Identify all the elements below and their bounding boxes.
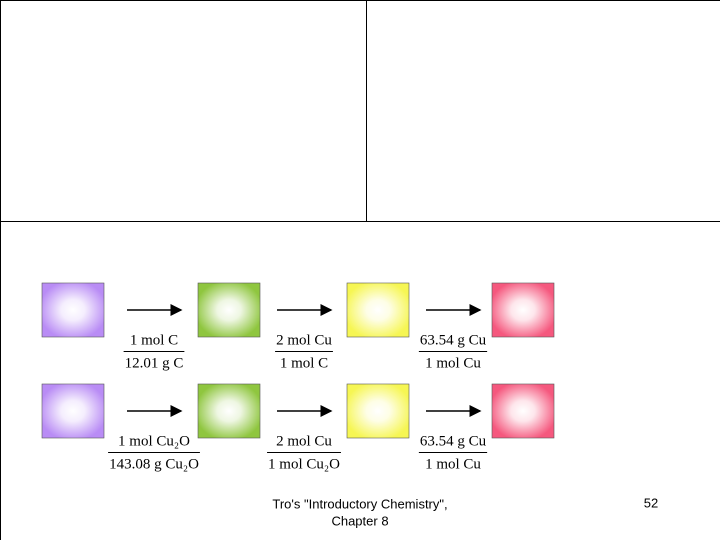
factor-denominator: 143.08 g Cu₂O — [109, 456, 199, 472]
factor-denominator: 12.01 g C — [125, 355, 184, 371]
factor-denominator: 1 mol Cu₂O — [268, 456, 340, 472]
factor-numerator: 63.54 g Cu — [420, 332, 487, 348]
factor-numerator: 2 mol Cu — [276, 433, 332, 449]
substance-box-glow — [42, 384, 104, 438]
substance-box-glow — [492, 384, 554, 438]
page-number: 52 — [644, 495, 658, 510]
factor-numerator: 1 mol C — [130, 332, 178, 348]
factor-numerator: 1 mol Cu₂O — [118, 433, 190, 449]
substance-box-glow — [42, 283, 104, 337]
substance-box-glow — [347, 283, 409, 337]
substance-box-glow — [198, 283, 260, 337]
substance-box-glow — [347, 384, 409, 438]
substance-box-glow — [198, 384, 260, 438]
footer-source: Tro's "Introductory Chemistry", — [272, 496, 447, 511]
factor-denominator: 1 mol C — [280, 355, 328, 371]
factor-numerator: 63.54 g Cu — [420, 433, 487, 449]
factor-numerator: 2 mol Cu — [276, 332, 332, 348]
factor-denominator: 1 mol Cu — [425, 456, 481, 472]
substance-box-glow — [492, 283, 554, 337]
footer-source: Chapter 8 — [331, 513, 388, 528]
factor-denominator: 1 mol Cu — [425, 355, 481, 371]
